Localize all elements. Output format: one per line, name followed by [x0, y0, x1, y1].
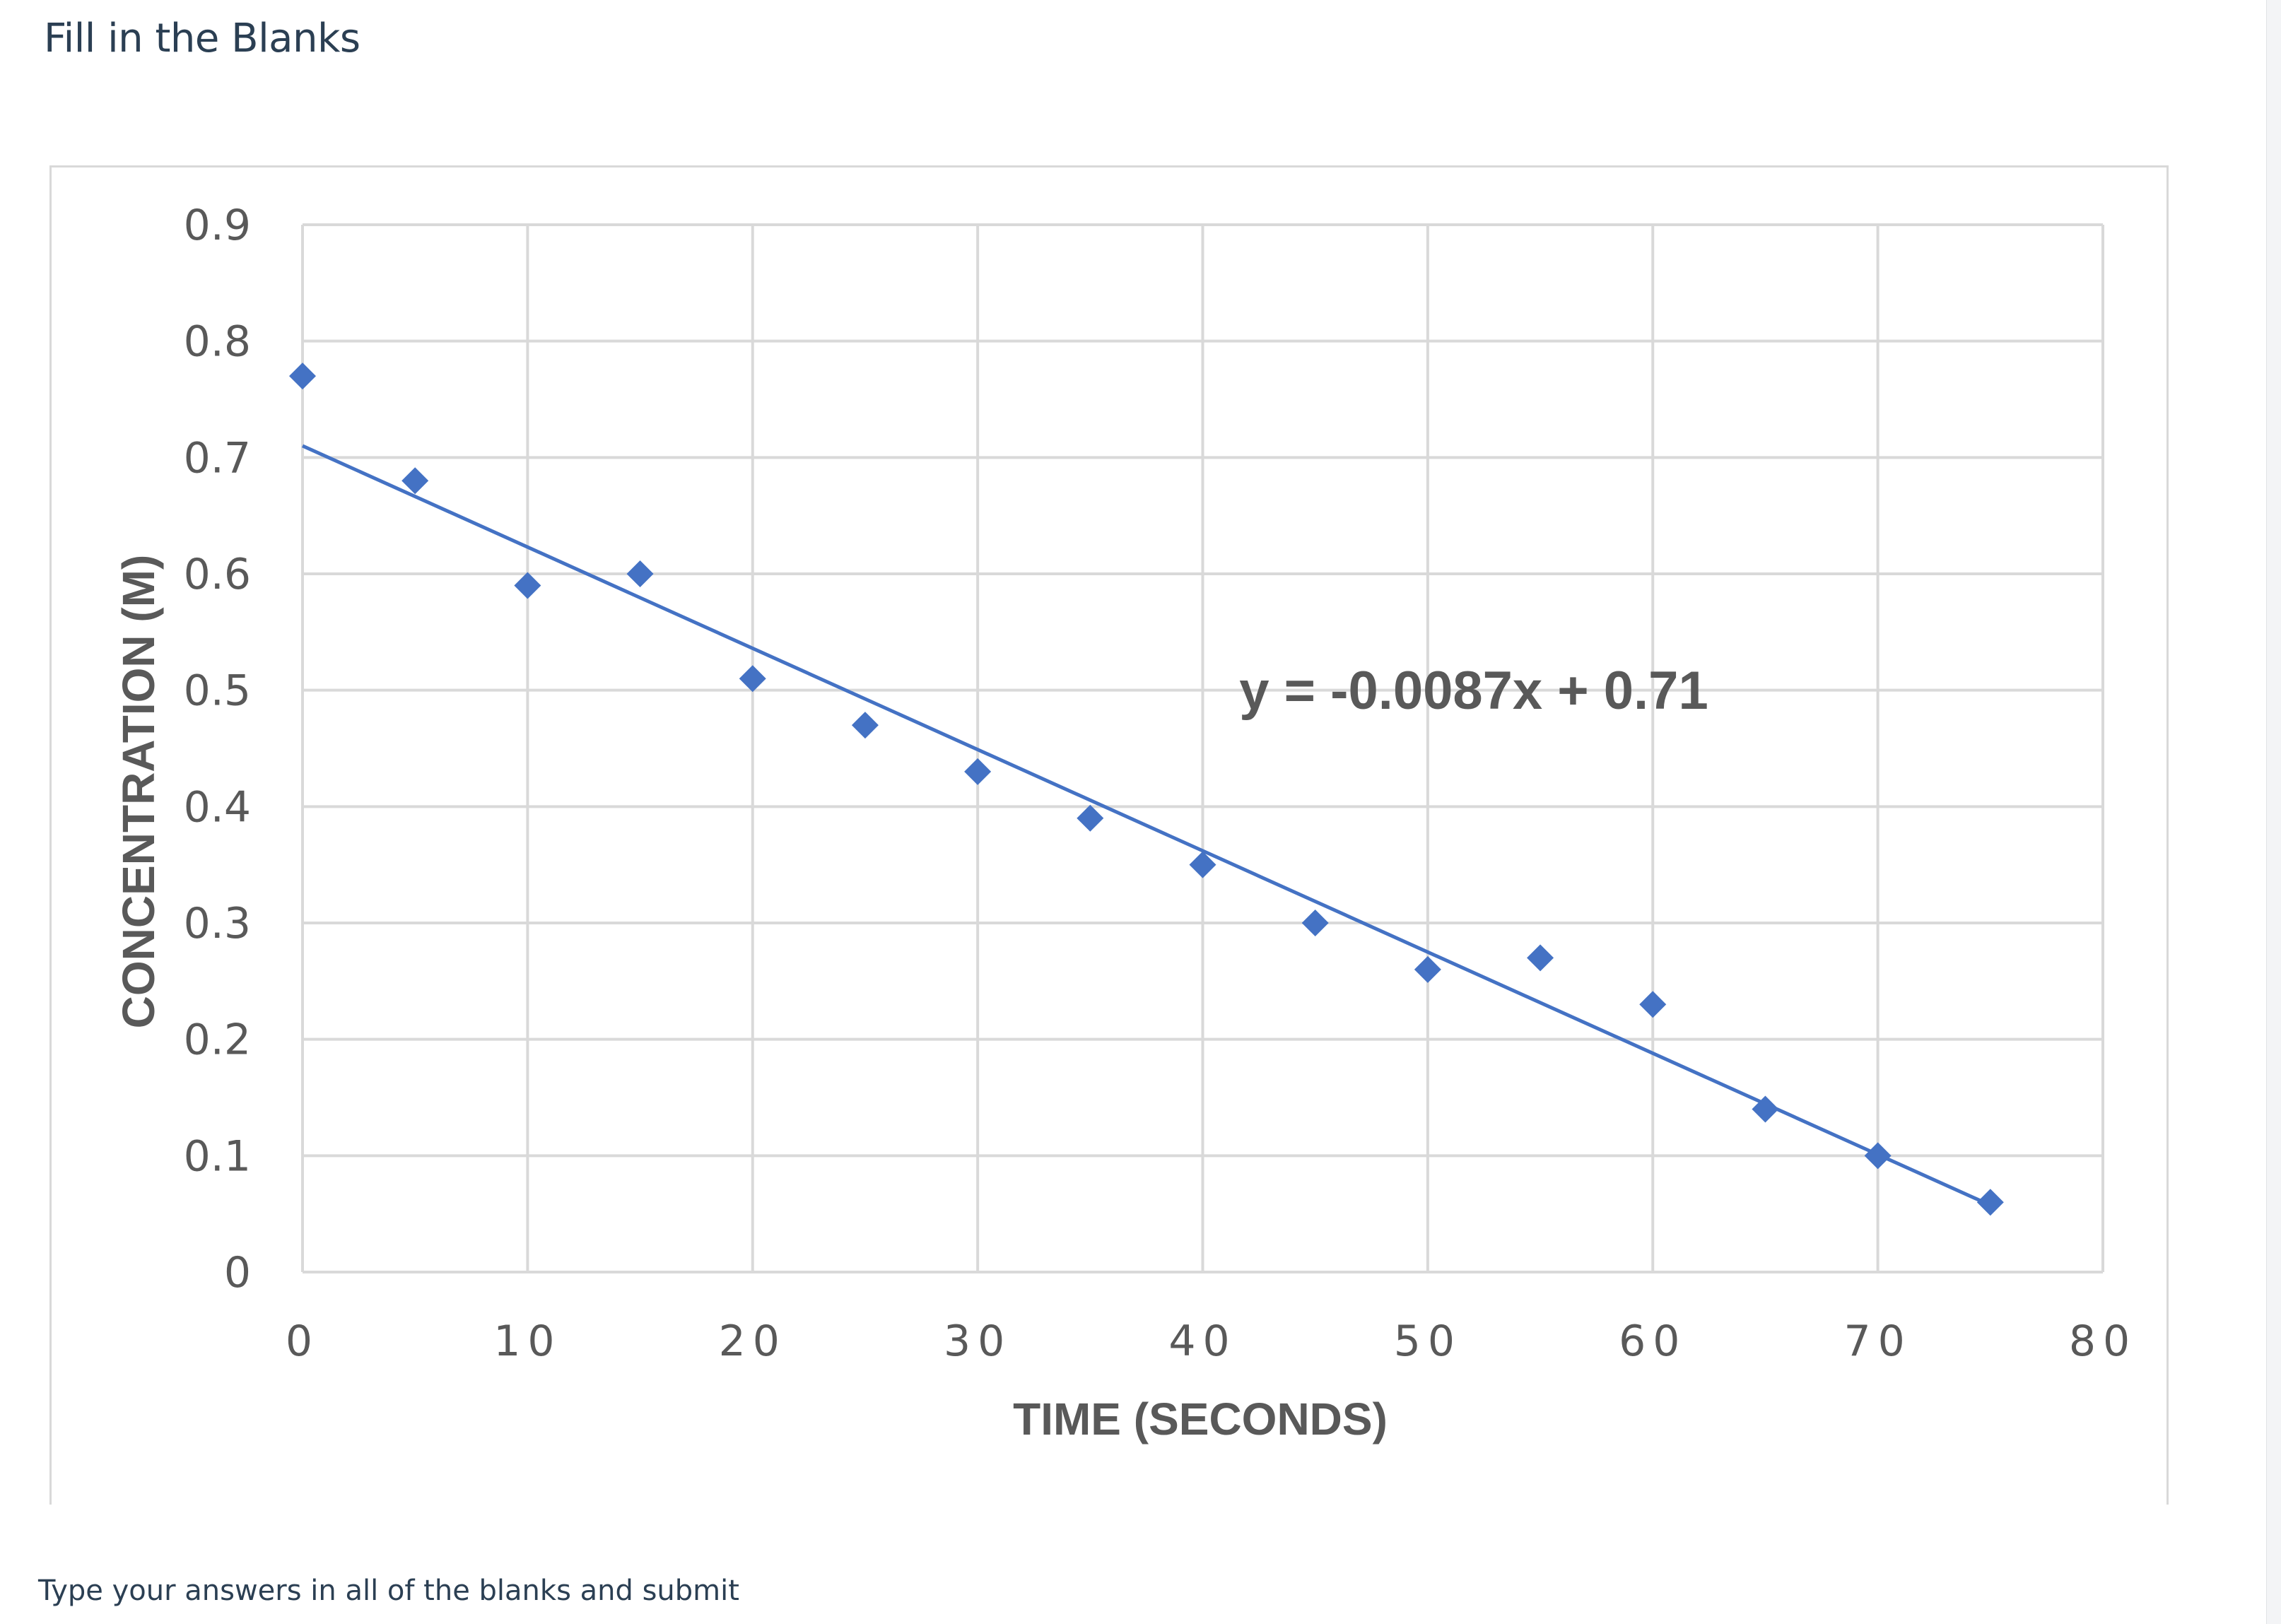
data-point [401, 467, 429, 495]
x-tick-label: 30 [944, 1317, 1012, 1366]
trendline-layer [301, 444, 1991, 1207]
trendline [301, 444, 1991, 1207]
data-points [289, 363, 2004, 1216]
y-tick-label: 0.7 [184, 433, 251, 483]
data-point [1189, 851, 1216, 878]
data-point [1077, 804, 1104, 832]
x-tick-label: 0 [286, 1317, 319, 1366]
y-tick-label: 0.8 [184, 317, 251, 367]
data-point [739, 665, 766, 693]
y-tick-label: 0.4 [184, 782, 251, 832]
x-axis-title: TIME (SECONDS) [1013, 1394, 1388, 1444]
data-point [1639, 991, 1667, 1018]
page-scroll-edge [2266, 0, 2281, 1624]
data-point [1414, 955, 1441, 983]
data-point [1752, 1095, 1779, 1123]
data-point [626, 560, 654, 587]
y-tick-label: 0.1 [184, 1131, 251, 1181]
x-tick-label: 10 [493, 1317, 561, 1366]
x-tick-label: 50 [1394, 1317, 1462, 1366]
data-point [851, 712, 879, 739]
y-tick-label: 0.6 [184, 550, 251, 599]
data-point [1527, 944, 1554, 972]
data-point [1864, 1142, 1892, 1170]
data-point [964, 758, 992, 785]
data-point [1301, 910, 1329, 936]
x-tick-label: 80 [2069, 1317, 2137, 1366]
instructions-text: Type your answers in all of the blanks a… [38, 1575, 739, 1607]
x-tick-label: 60 [1619, 1317, 1687, 1366]
gridlines [301, 223, 2104, 1273]
x-tick-label: 70 [1843, 1317, 1911, 1366]
page-title: Fill in the Blanks [44, 16, 360, 61]
y-tick-label: 0.3 [184, 899, 251, 948]
chart-container [49, 165, 2169, 1505]
x-tick-label: 20 [719, 1317, 787, 1366]
y-tick-label: 0.9 [184, 201, 251, 250]
y-tick-label: 0.2 [184, 1016, 251, 1065]
y-tick-label: 0.5 [184, 666, 251, 716]
data-point [1976, 1189, 2004, 1216]
data-point [514, 572, 541, 599]
x-tick-label: 40 [1168, 1317, 1236, 1366]
trendline-equation: y = -0.0087x + 0.71 [1239, 661, 1708, 721]
tick-labels: 0 10 20 30 40 50 60 70 80 0 0.1 0.2 0.3 0.4 0.5 0.6 0.7 0… [184, 201, 2137, 1366]
y-axis-title: CONCENTRATION (M) [113, 555, 164, 1029]
data-point [289, 363, 316, 390]
y-tick-label: 0 [224, 1248, 251, 1298]
